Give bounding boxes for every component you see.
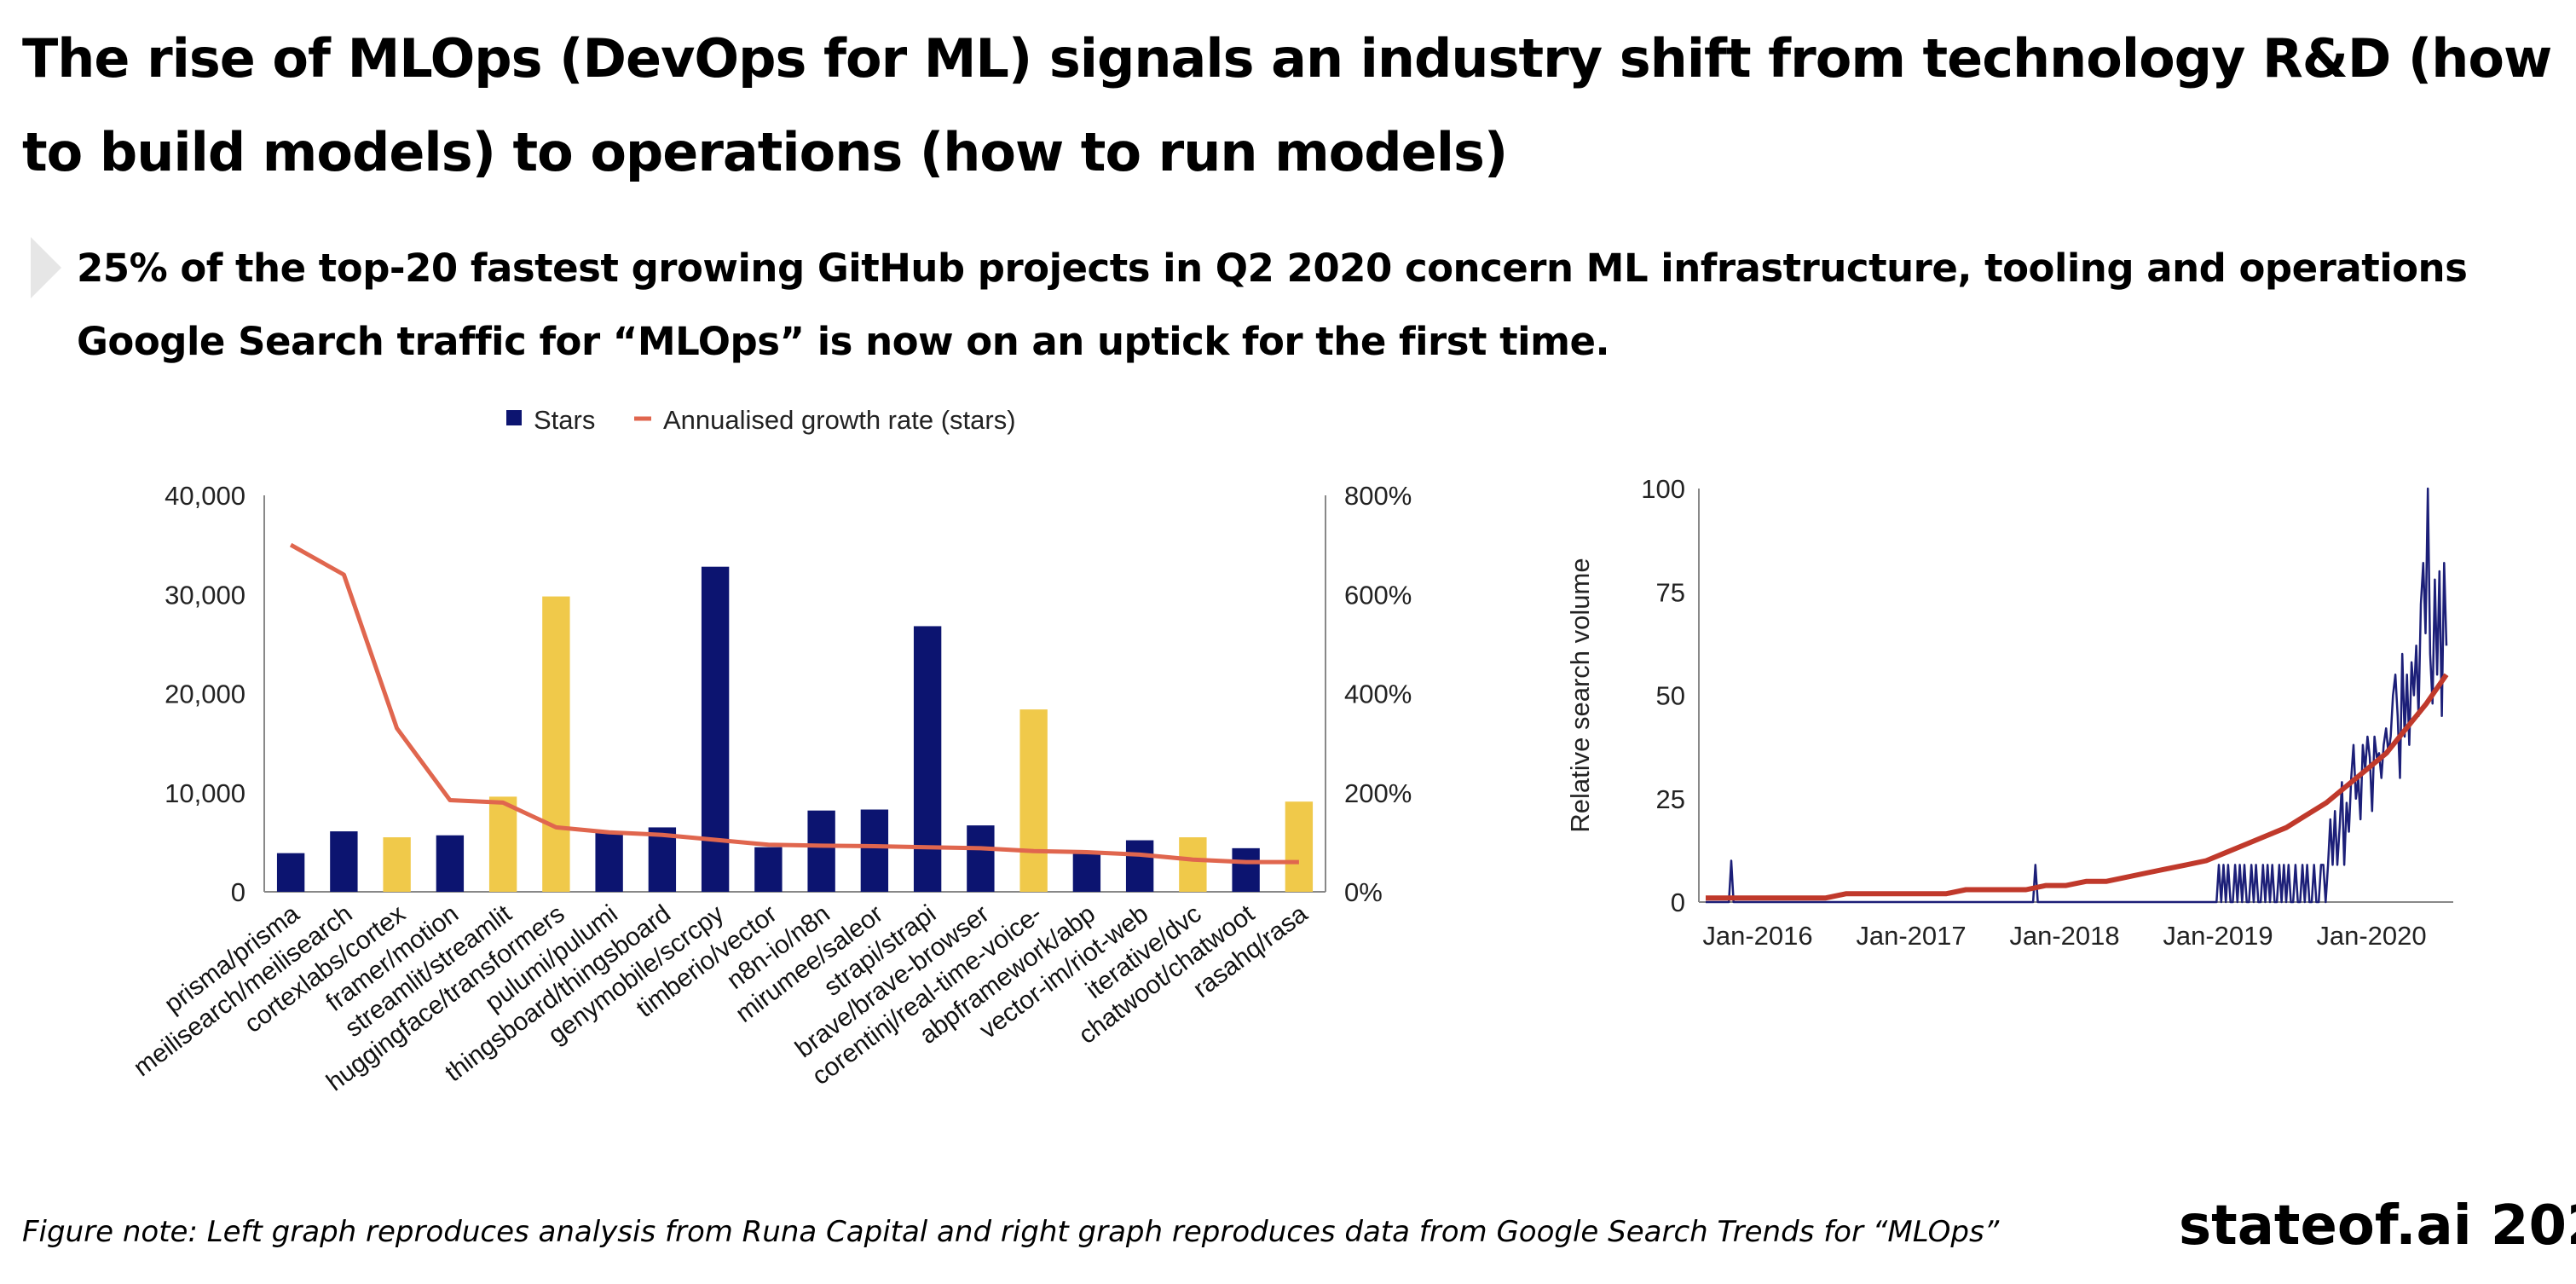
bar-stars [436, 835, 465, 892]
trend-y-axis-title: Relative search volume [1565, 558, 1595, 832]
trend-y-tick-label: 0 [1671, 888, 1685, 917]
left-axis-tick-label: 10,000 [165, 778, 245, 808]
left-axis-tick-label: 20,000 [165, 680, 245, 709]
left-axis-tick-label: 0 [231, 877, 245, 907]
trend-x-tick-label: Jan-2020 [2316, 921, 2426, 951]
bar-stars [1285, 801, 1314, 892]
trend-x-tick-label: Jan-2016 [1702, 921, 1812, 951]
right-axis-tick-label: 600% [1344, 580, 1412, 610]
bar-stars [1125, 840, 1154, 892]
legend-stars-swatch [506, 410, 522, 425]
trend-x-tick-label: Jan-2018 [2009, 921, 2119, 951]
bar-stars [1072, 852, 1101, 892]
search-volume-trend-fit [1706, 673, 2449, 901]
brand-label: stateof.ai 2020 [2179, 1194, 2576, 1258]
bar-stars [967, 825, 995, 892]
bar-stars [383, 837, 411, 892]
bar-stars [1232, 847, 1260, 892]
bar-stars [807, 810, 835, 892]
trend-x-tick-label: Jan-2017 [1856, 921, 1966, 951]
bar-stars [488, 796, 517, 892]
bar-stars [860, 809, 889, 892]
left-axis-tick-label: 40,000 [165, 481, 245, 511]
trend-y-tick-label: 25 [1656, 784, 1685, 814]
right-axis-tick-label: 800% [1344, 481, 1412, 511]
bar-stars [330, 831, 358, 892]
bar-stars [1019, 709, 1048, 892]
trend-y-tick-label: 100 [1641, 474, 1685, 504]
right-axis-tick-label: 200% [1344, 778, 1412, 808]
subtitle-line-1: 25% of the top-20 fastest growing GitHub… [77, 246, 2468, 291]
bar-stars [1179, 837, 1207, 892]
legend-growth-label: Annualised growth rate (stars) [663, 405, 1016, 435]
bar-stars [754, 847, 783, 892]
right-axis-tick-label: 0% [1344, 877, 1383, 907]
bar-stars [913, 626, 942, 892]
trend-y-tick-label: 75 [1656, 577, 1685, 607]
slide-subtitle: 25% of the top-20 fastest growing GitHub… [77, 232, 2576, 379]
subtitle-line-2: Google Search traffic for “MLOps” is now… [77, 319, 1610, 364]
left-axis-tick-label: 30,000 [165, 580, 245, 610]
trend-x-tick-label: Jan-2019 [2163, 921, 2273, 951]
bar-stars [648, 827, 677, 892]
growth-rate-line [289, 542, 1299, 865]
bar-stars [276, 853, 305, 892]
bullet-arrow-icon [31, 237, 61, 298]
trend-y-tick-label: 50 [1656, 681, 1685, 711]
figure-note: Figure note: Left graph reproduces analy… [22, 1215, 2000, 1249]
bar-stars [701, 566, 730, 892]
bar-stars [595, 832, 623, 892]
slide-title: The rise of MLOps (DevOps for ML) signal… [22, 27, 2552, 183]
search-volume-line [1706, 487, 2448, 904]
category-label: meilisearch/meilisearch [129, 899, 358, 1082]
right-axis-tick-label: 400% [1344, 680, 1412, 709]
bar-stars [542, 596, 570, 892]
legend-stars-label: Stars [534, 405, 595, 435]
